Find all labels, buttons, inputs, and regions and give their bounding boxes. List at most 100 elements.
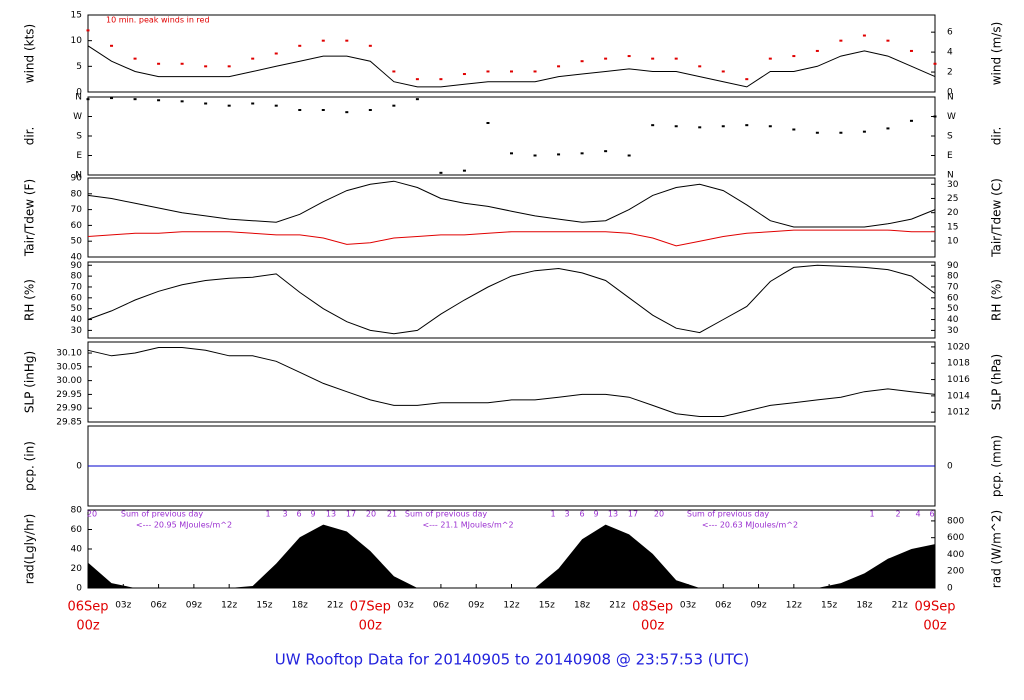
x-tick-label: 03z: [115, 601, 131, 611]
x-tick-label: 06z: [150, 601, 166, 611]
y2-tick-label: 25: [947, 194, 958, 204]
y2-tick-label: W: [947, 112, 956, 122]
data-point: [86, 29, 90, 32]
data-point: [204, 102, 208, 105]
y2-tick-label: 30: [947, 326, 959, 336]
y2-tick-label: 800: [947, 516, 964, 526]
data-point: [933, 62, 937, 65]
data-point: [86, 98, 90, 101]
data-point: [227, 65, 231, 68]
data-point: [345, 39, 349, 42]
data-point: [415, 98, 419, 101]
y-tick-label: 70: [71, 282, 83, 292]
day-sum-text: <--- 20.95 MJoules/m^2: [136, 521, 232, 530]
line: [87, 45, 936, 88]
hour-label: 2: [895, 510, 900, 519]
data-point: [462, 73, 466, 76]
x-tick-label: 18z: [574, 601, 590, 611]
data-point: [110, 97, 114, 100]
y2-tick-label: 1012: [947, 408, 970, 418]
y-tick-label: 50: [71, 237, 83, 247]
y2-tick-label: 600: [947, 533, 964, 543]
data-point: [580, 152, 584, 155]
data-point: [792, 55, 796, 58]
data-point: [510, 152, 513, 155]
y-axis-label: Tair/Tdew (F): [23, 179, 37, 257]
y-tick-label: 0: [76, 462, 82, 472]
y2-tick-label: 400: [947, 550, 964, 560]
y2-tick-label: 60: [947, 293, 959, 303]
y2-tick-label: N: [947, 93, 954, 103]
area: [88, 524, 935, 588]
panel-frame: [87, 96, 936, 176]
y2-axis-label: dir.: [990, 127, 1004, 146]
data-point: [815, 131, 819, 134]
y-tick-label: 60: [71, 525, 83, 535]
x-tick-label: 12z: [786, 601, 802, 611]
y-tick-label: 90: [71, 261, 83, 271]
day-tick-label: 08Sep: [632, 600, 673, 615]
y-tick-label: 30.00: [56, 376, 82, 386]
data-point: [251, 57, 255, 60]
y-tick-label: 90: [71, 174, 83, 184]
panel-frame: [87, 14, 936, 93]
data-point: [839, 39, 843, 42]
y2-axis-label: pcp. (mm): [990, 435, 1004, 497]
data-point: [886, 127, 890, 130]
y2-axis-label: SLP (hPa): [990, 354, 1004, 410]
y-tick-label: 80: [71, 272, 83, 282]
y2-tick-label: 90: [947, 261, 959, 271]
data-point: [533, 154, 537, 157]
x-tick-label: 03z: [398, 601, 414, 611]
y-tick-label: 20: [71, 564, 83, 574]
data-point: [745, 78, 749, 81]
data-point: [792, 128, 796, 131]
y-tick-label: 70: [71, 205, 83, 215]
data-point: [651, 124, 655, 127]
data-point: [557, 153, 561, 156]
data-point: [368, 44, 372, 47]
day-tick-hour: 00z: [76, 619, 100, 634]
x-tick-label: 03z: [680, 601, 696, 611]
hour-label: 3: [282, 510, 287, 519]
y-tick-label: E: [76, 151, 82, 161]
x-tick-label: 09z: [750, 601, 766, 611]
x-tick-label: 18z: [292, 601, 308, 611]
y-axis-label: SLP (inHg): [23, 351, 37, 413]
data-point: [157, 99, 161, 102]
y2-tick-label: N: [947, 171, 954, 181]
y-tick-label: 40: [71, 253, 83, 263]
line: [87, 180, 936, 228]
data-point: [674, 57, 678, 60]
data-point: [580, 60, 584, 63]
y2-tick-label: 0: [947, 462, 953, 472]
y-tick-label: 30.10: [56, 349, 82, 359]
y-tick-label: 30: [71, 326, 83, 336]
data-point: [627, 55, 631, 58]
hour-label: 1: [265, 510, 270, 519]
y-tick-label: 29.85: [56, 418, 82, 428]
y-tick-label: 80: [71, 189, 83, 199]
hour-label: 6: [579, 510, 584, 519]
hour-label: 13: [326, 510, 336, 519]
x-tick-label: 21z: [327, 601, 343, 611]
y-tick-label: 40: [71, 545, 83, 555]
x-tick-label: 09z: [186, 601, 202, 611]
data-point: [557, 65, 561, 68]
data-point: [698, 65, 702, 68]
y-tick-label: 5: [76, 62, 82, 72]
data-point: [227, 104, 231, 107]
chart-title: UW Rooftop Data for 20140905 to 20140908…: [275, 651, 749, 669]
x-tick-label: 12z: [221, 601, 237, 611]
x-tick-label: 21z: [892, 601, 908, 611]
x-tick-label: 15z: [821, 601, 837, 611]
y2-tick-label: 70: [947, 282, 959, 292]
data-point: [392, 70, 396, 73]
data-point: [510, 70, 513, 73]
day-tick-label: 09Sep: [914, 600, 955, 615]
data-point: [157, 62, 161, 65]
y2-tick-label: 1014: [947, 391, 970, 401]
y2-tick-label: 15: [947, 222, 958, 232]
x-tick-label: 06z: [715, 601, 731, 611]
y2-axis-label: rad (W/m^2): [990, 510, 1004, 588]
